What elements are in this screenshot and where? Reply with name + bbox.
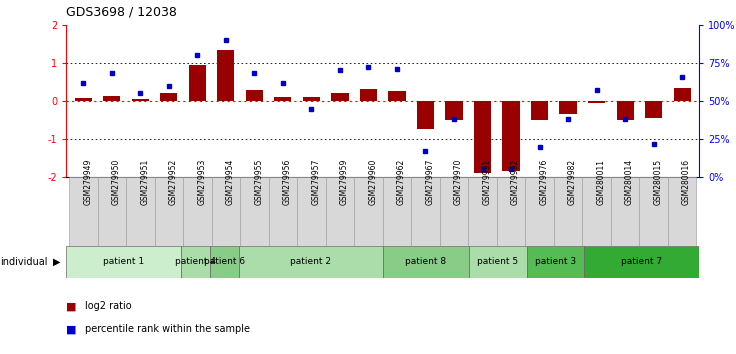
Text: GSM279967: GSM279967: [425, 159, 434, 205]
Text: GSM279982: GSM279982: [568, 159, 577, 205]
Text: GSM279951: GSM279951: [141, 159, 149, 205]
Bar: [439, 177, 468, 246]
Bar: [269, 177, 297, 246]
Bar: [160, 92, 177, 101]
Bar: [668, 177, 696, 246]
Bar: [66, 246, 181, 278]
Bar: [126, 177, 155, 246]
Text: GSM279949: GSM279949: [83, 159, 92, 205]
Text: GSM279976: GSM279976: [539, 159, 548, 205]
Text: percentile rank within the sample: percentile rank within the sample: [85, 324, 250, 334]
Bar: [331, 93, 349, 101]
Bar: [611, 177, 640, 246]
Bar: [132, 99, 149, 101]
Text: GSM279950: GSM279950: [112, 159, 121, 205]
Text: GSM279956: GSM279956: [283, 159, 292, 205]
Bar: [75, 98, 92, 101]
Text: log2 ratio: log2 ratio: [85, 301, 131, 311]
Bar: [217, 50, 235, 101]
Bar: [183, 177, 212, 246]
Bar: [240, 177, 269, 246]
Text: GSM279992: GSM279992: [511, 159, 520, 205]
Bar: [469, 246, 526, 278]
Text: GSM279960: GSM279960: [369, 159, 378, 205]
Bar: [474, 101, 491, 173]
Bar: [526, 246, 584, 278]
Text: GSM279953: GSM279953: [197, 159, 206, 205]
Text: GDS3698 / 12038: GDS3698 / 12038: [66, 5, 177, 18]
Bar: [526, 177, 553, 246]
Text: GSM279957: GSM279957: [311, 159, 320, 205]
Text: GSM279955: GSM279955: [255, 159, 263, 205]
Bar: [553, 177, 582, 246]
Bar: [497, 177, 526, 246]
Text: GSM279954: GSM279954: [226, 159, 235, 205]
Bar: [69, 177, 98, 246]
Bar: [98, 177, 126, 246]
Bar: [360, 90, 377, 101]
Text: GSM279991: GSM279991: [483, 159, 492, 205]
Text: GSM279970: GSM279970: [454, 159, 463, 205]
Text: patient 5: patient 5: [477, 257, 518, 267]
Bar: [417, 101, 434, 130]
Bar: [582, 177, 611, 246]
Text: ▶: ▶: [53, 257, 60, 267]
Bar: [468, 177, 497, 246]
Bar: [239, 246, 383, 278]
Text: patient 4: patient 4: [175, 257, 216, 267]
Bar: [673, 87, 690, 101]
Text: GSM280011: GSM280011: [597, 159, 606, 205]
Text: patient 1: patient 1: [103, 257, 144, 267]
Text: GSM279952: GSM279952: [169, 159, 178, 205]
Text: patient 6: patient 6: [204, 257, 245, 267]
Bar: [383, 246, 469, 278]
Text: patient 7: patient 7: [621, 257, 662, 267]
Bar: [559, 101, 576, 114]
Text: ■: ■: [66, 324, 77, 334]
Text: GSM280015: GSM280015: [654, 159, 662, 205]
Bar: [584, 246, 699, 278]
Text: individual: individual: [0, 257, 48, 267]
Bar: [246, 90, 263, 101]
Bar: [503, 101, 520, 171]
Bar: [326, 177, 354, 246]
Bar: [645, 101, 662, 118]
Bar: [383, 177, 411, 246]
Bar: [103, 96, 121, 101]
Text: patient 3: patient 3: [535, 257, 576, 267]
Text: GSM279959: GSM279959: [340, 159, 349, 205]
Bar: [181, 246, 210, 278]
Bar: [354, 177, 383, 246]
Text: patient 2: patient 2: [290, 257, 331, 267]
Bar: [297, 177, 326, 246]
Text: ■: ■: [66, 301, 77, 311]
Text: GSM280014: GSM280014: [625, 159, 634, 205]
Bar: [303, 97, 320, 101]
Bar: [617, 101, 634, 120]
Bar: [411, 177, 439, 246]
Bar: [445, 101, 462, 120]
Bar: [212, 177, 240, 246]
Bar: [389, 91, 406, 101]
Text: GSM279962: GSM279962: [397, 159, 406, 205]
Bar: [531, 101, 548, 120]
Text: patient 8: patient 8: [406, 257, 447, 267]
Text: GSM280016: GSM280016: [682, 159, 691, 205]
Bar: [189, 65, 206, 101]
Bar: [275, 97, 291, 101]
Bar: [155, 177, 183, 246]
Bar: [210, 246, 239, 278]
Bar: [588, 101, 605, 103]
Bar: [640, 177, 668, 246]
